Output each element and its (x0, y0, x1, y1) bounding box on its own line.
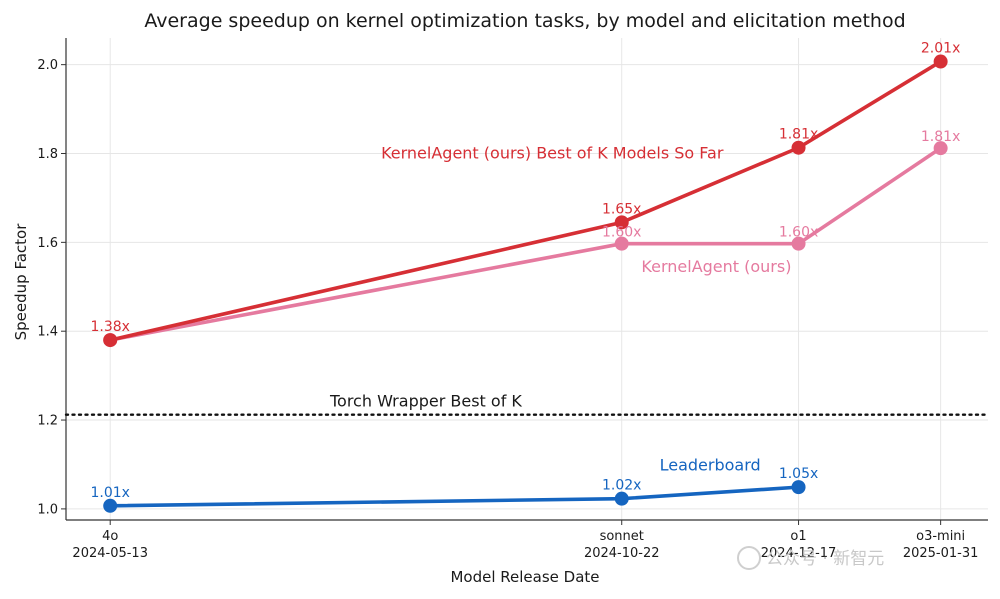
x-tick-label-date: 2024-10-22 (584, 546, 660, 561)
watermark: 公众号 · 新智元 (737, 546, 884, 570)
y-tick-label: 1.8 (37, 147, 58, 162)
series-point (614, 491, 629, 506)
reference-line-group: Torch Wrapper Best of K (64, 392, 990, 416)
series-label-kernelagent: KernelAgent (ours) (641, 257, 791, 276)
data-label: 1.02x (602, 478, 641, 494)
wechat-icon (737, 546, 761, 570)
series-point (791, 480, 806, 495)
series-point (103, 498, 118, 513)
x-axis-label: Model Release Date (450, 568, 599, 586)
x-tick-label-date: 2024-05-13 (72, 546, 148, 561)
data-label: 1.38x (90, 319, 129, 335)
data-label: 1.01x (90, 485, 129, 501)
data-label: 1.05x (779, 466, 818, 482)
x-tick-label-model: o1 (790, 529, 806, 544)
ticks: 1.0 1.2 1.4 1.6 1.8 2.0 4o 2024-05-13 sonnet 2024… (37, 58, 978, 561)
series-point (933, 54, 948, 69)
series-line (108, 59, 943, 342)
series-point (933, 141, 948, 156)
data-label: 2.01x (921, 41, 960, 57)
y-tick-label: 1.4 (37, 325, 58, 340)
series-point (614, 236, 629, 251)
series-label-best-of-k: KernelAgent (ours) Best of K Models So F… (381, 144, 724, 163)
series-label-leaderboard: Leaderboard (660, 455, 761, 474)
axes (65, 38, 988, 521)
data-label: 1.65x (602, 201, 641, 217)
series-line (108, 485, 801, 508)
data-label: 1.81x (921, 129, 960, 145)
y-axis-label: Speedup Factor (12, 223, 30, 341)
grid (66, 38, 988, 520)
y-tick-label: 1.6 (37, 236, 58, 251)
series-group (103, 54, 948, 513)
x-tick-label-model: 4o (102, 529, 118, 544)
chart-title: Average speedup on kernel optimization t… (144, 10, 905, 32)
data-label: 1.81x (779, 127, 818, 143)
watermark-text: 公众号 · 新智元 (766, 549, 884, 569)
y-tick-label: 1.0 (37, 502, 58, 517)
series-point (103, 333, 118, 348)
labels-group: 1.01x 1.02x 1.05x 1.60x 1.60x 1.81x 1.38x 1.65x… (90, 41, 960, 501)
series-point (791, 236, 806, 251)
series-line (108, 146, 943, 342)
series-point (614, 215, 629, 230)
y-tick-label: 1.2 (37, 414, 58, 429)
x-tick-label-model: sonnet (600, 529, 644, 544)
y-tick-label: 2.0 (37, 58, 58, 73)
x-tick-label-date: 2024-12-17 (761, 546, 837, 561)
series-point (791, 140, 806, 155)
reference-line-label: Torch Wrapper Best of K (329, 392, 522, 411)
data-label: 1.60x (779, 225, 818, 241)
x-tick-label-date: 2025-01-31 (903, 546, 979, 561)
x-tick-label-model: o3-mini (916, 529, 965, 544)
data-label: 1.60x (602, 225, 641, 241)
